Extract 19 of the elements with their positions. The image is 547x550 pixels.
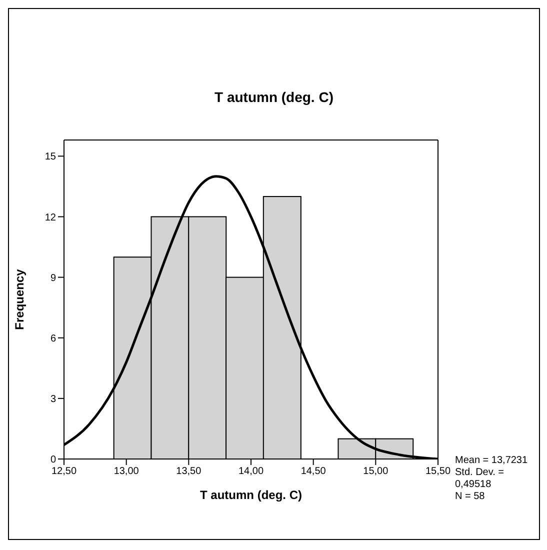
y-tick-label: 0 [50,454,56,466]
y-tick-label: 9 [50,272,56,284]
y-axis-title: Frequency [12,268,26,330]
y-tick-label: 12 [44,212,56,224]
text: Std. Dev. = 0,49518 [455,467,506,491]
x-tick-label: 14,00 [238,466,264,478]
y-tick-label: 15 [44,152,56,163]
x-axis-title: T autumn (deg. C) [200,488,302,502]
chart-title: T autumn (deg. C) [214,89,334,105]
x-tick-label: 13,50 [176,466,202,478]
x-tick-label: 13,00 [114,466,140,478]
text: Mean = 13,7231 [455,455,529,467]
x-tick-label: 15,50 [425,466,451,478]
y-tick-label: 6 [50,333,56,344]
x-tick-label: 15,00 [363,466,389,478]
y-tick-label: 3 [50,394,56,405]
x-tick-label: 14,50 [300,466,326,478]
text: N = 58 [455,491,486,503]
x-tick-label: 12,50 [51,466,77,478]
